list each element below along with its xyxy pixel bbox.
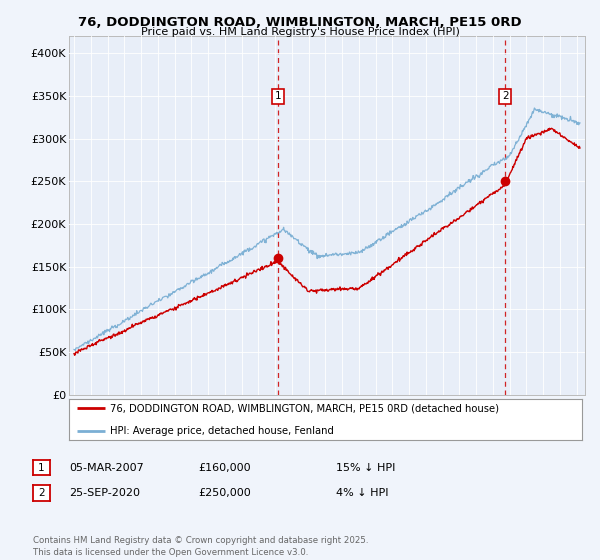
Text: 76, DODDINGTON ROAD, WIMBLINGTON, MARCH, PE15 0RD (detached house): 76, DODDINGTON ROAD, WIMBLINGTON, MARCH,…: [110, 403, 499, 413]
Text: Price paid vs. HM Land Registry's House Price Index (HPI): Price paid vs. HM Land Registry's House …: [140, 27, 460, 37]
Text: 76, DODDINGTON ROAD, WIMBLINGTON, MARCH, PE15 0RD: 76, DODDINGTON ROAD, WIMBLINGTON, MARCH,…: [78, 16, 522, 29]
Text: 1: 1: [38, 463, 45, 473]
Text: £250,000: £250,000: [198, 488, 251, 498]
Text: HPI: Average price, detached house, Fenland: HPI: Average price, detached house, Fenl…: [110, 426, 334, 436]
Text: 4% ↓ HPI: 4% ↓ HPI: [336, 488, 389, 498]
Text: 2: 2: [38, 488, 45, 498]
Text: 1: 1: [275, 91, 281, 101]
Text: £160,000: £160,000: [198, 463, 251, 473]
Text: 25-SEP-2020: 25-SEP-2020: [69, 488, 140, 498]
Text: 15% ↓ HPI: 15% ↓ HPI: [336, 463, 395, 473]
Text: 05-MAR-2007: 05-MAR-2007: [69, 463, 144, 473]
Text: Contains HM Land Registry data © Crown copyright and database right 2025.
This d: Contains HM Land Registry data © Crown c…: [33, 536, 368, 557]
Text: 2: 2: [502, 91, 508, 101]
